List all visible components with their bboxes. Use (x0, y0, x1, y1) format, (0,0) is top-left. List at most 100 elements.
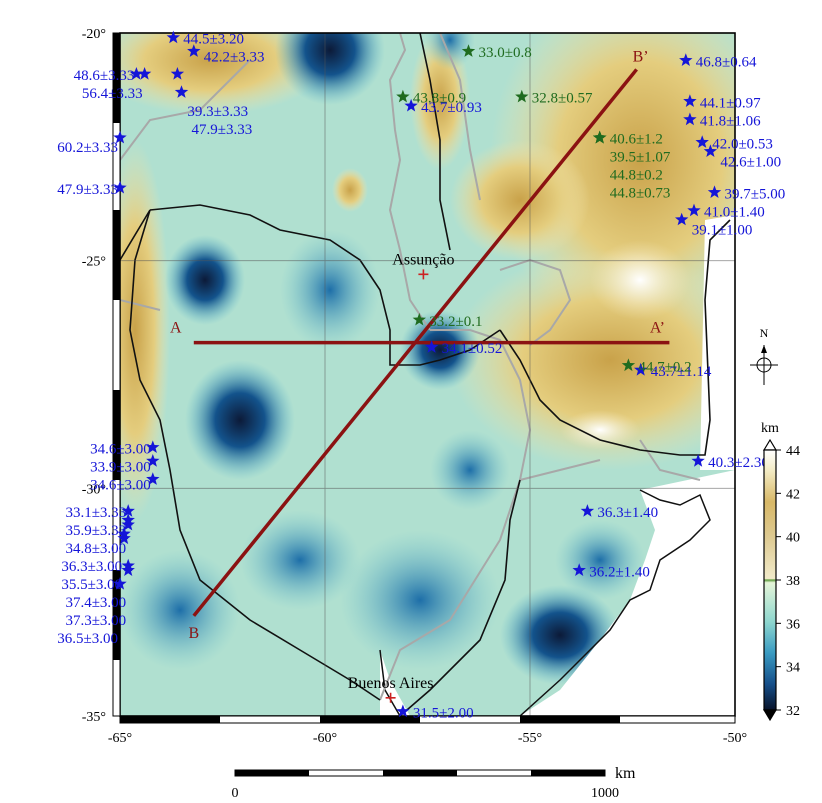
profile-start-label: B (188, 625, 199, 642)
blue-station-star-icon (580, 504, 595, 517)
station-value-label: 44.1±0.97 (700, 95, 761, 111)
blue-station-star-icon (683, 94, 697, 107)
blue-station-star-icon (683, 112, 697, 126)
blue-station-star-icon (396, 704, 410, 718)
station-value-label: 34.8±3.00 (65, 541, 126, 557)
blue-station-star-icon (113, 180, 127, 194)
blue-station-star-icon (404, 98, 418, 112)
y-tick-label: -25° (82, 255, 106, 270)
colorbar-tick-label: 40 (786, 531, 800, 546)
station-value-label: 56.4±3.33 (82, 86, 143, 102)
station-value-label: 36.3±1.40 (597, 505, 658, 521)
green-station-star-icon (412, 312, 426, 326)
city-label: Assunção (392, 251, 454, 268)
blue-station-star-icon (174, 85, 189, 98)
crustal-thickness-field (120, 33, 735, 716)
blue-station-star-icon (634, 362, 648, 376)
station-value-label: 33.2±0.1 (429, 314, 482, 330)
station-value-label: 34.6±3.00 (90, 477, 151, 493)
green-station-star-icon (396, 89, 410, 103)
station-value-label: 41.0±1.40 (704, 205, 765, 221)
station-value-label: 42.2±3.33 (204, 50, 265, 66)
blue-station-star-icon (113, 130, 127, 144)
colorbar-tick-label: 34 (786, 661, 800, 676)
station-value-label: 42.0±0.53 (712, 136, 773, 152)
colorbar-tick-label: 44 (786, 444, 800, 459)
station-value-label: 37.4±3.00 (65, 595, 126, 611)
station-value-label: 32.8±0.57 (532, 91, 593, 107)
green-station-star-icon (515, 89, 529, 103)
blue-station-star-icon (121, 517, 135, 531)
station-value-label: 43.8±0.9 (413, 91, 466, 107)
green-station-star-icon (621, 358, 636, 372)
station-value-label: 42.6±1.00 (720, 154, 781, 170)
axis-tick-labels: -65° -60° -55° -50° -20° -25° -30° -35° (82, 27, 747, 746)
city-label: Buenos Aires (348, 675, 434, 692)
colorbar-tick-label: 42 (786, 487, 800, 502)
station-value-label: 33.1±3.33 (65, 505, 126, 521)
x-tick-label: -50° (723, 731, 747, 746)
station-value-label: 41.8±1.06 (700, 114, 761, 130)
colorbar-tick-label: 36 (786, 617, 800, 632)
x-tick-label: -55° (518, 731, 542, 746)
x-tick-label: -60° (313, 731, 337, 746)
station-value-label: 37.3±3.00 (65, 613, 126, 629)
blue-station-star-icon (572, 563, 586, 576)
profile-end-label: A’ (650, 320, 665, 337)
station-value-label: 46.8±0.64 (696, 54, 757, 70)
blue-station-star-icon (707, 185, 722, 198)
blue-station-star-icon (187, 44, 201, 57)
blue-station-star-icon (166, 30, 180, 44)
blue-station-star-icon (121, 513, 135, 526)
colorbar-tick-label: 32 (786, 704, 800, 719)
colorbar: km 44 42 40 38 36 34 32 (761, 421, 800, 722)
station-value-label: 33.0±0.8 (479, 45, 532, 61)
profile-end-label: B’ (633, 48, 649, 65)
station-value-label: 47.9±3.33 (57, 182, 118, 198)
station-value-label: 34.6±3.00 (90, 441, 151, 457)
station-value-label: 33.9±3.00 (90, 459, 151, 475)
green-station-star-icon (593, 130, 607, 144)
station-value-label: 44.7±0.2 (638, 359, 691, 375)
blue-station-star-icon (117, 526, 131, 540)
blue-station-star-icon (137, 67, 152, 80)
station-value-label: 34.1±0.52 (442, 341, 503, 357)
blue-station-star-icon (146, 440, 160, 453)
station-value-label: 44.8±0.2 (610, 168, 663, 184)
blue-station-star-icon (687, 203, 701, 217)
colorbar-unit: km (761, 421, 779, 436)
blue-station-star-icon (146, 472, 160, 485)
blue-station-star-icon (679, 53, 693, 66)
station-value-label: 31.5±2.00 (413, 705, 474, 721)
blue-station-star-icon (121, 504, 135, 517)
colorbar-ticks: 44 42 40 38 36 34 32 (776, 444, 800, 719)
station-value-label: 39.1±1.00 (692, 223, 753, 239)
scale-bar: 0 1000 km (232, 765, 637, 801)
scale-unit-label: km (615, 765, 636, 782)
blue-station-star-icon (675, 212, 689, 226)
station-value-label: 36.5±3.00 (57, 631, 118, 647)
blue-station-star-icon (117, 531, 131, 545)
station-value-label: 43.7±0.93 (421, 100, 482, 116)
station-value-label: 39.7±5.00 (725, 186, 786, 202)
graticule-lines (120, 33, 735, 716)
city-markers: Assunção Buenos Aires (348, 251, 455, 703)
station-value-label: 35.9±3.33 (65, 523, 126, 539)
station-value-label: 44.8±0.73 (610, 186, 671, 202)
y-tick-label: -35° (82, 710, 106, 725)
blue-station-star-icon (113, 577, 127, 590)
blue-station-star-icon (170, 67, 185, 80)
blue-station-star-icon (691, 454, 705, 467)
profile-line (192, 68, 638, 617)
station-value-label: 48.6±3.33 (74, 68, 135, 84)
station-value-label: 39.5±1.07 (610, 150, 671, 166)
green-station-star-icon (461, 44, 476, 57)
station-value-label: 40.6±1.2 (610, 132, 663, 148)
station-value-label: 39.3±3.33 (187, 104, 248, 120)
x-tick-label: -65° (108, 731, 132, 746)
station-value-label: 60.2±3.33 (57, 140, 118, 156)
blue-station-star-icon (424, 340, 439, 353)
station-value-label: 43.7±1.14 (651, 364, 712, 380)
north-arrow: N (750, 326, 778, 385)
